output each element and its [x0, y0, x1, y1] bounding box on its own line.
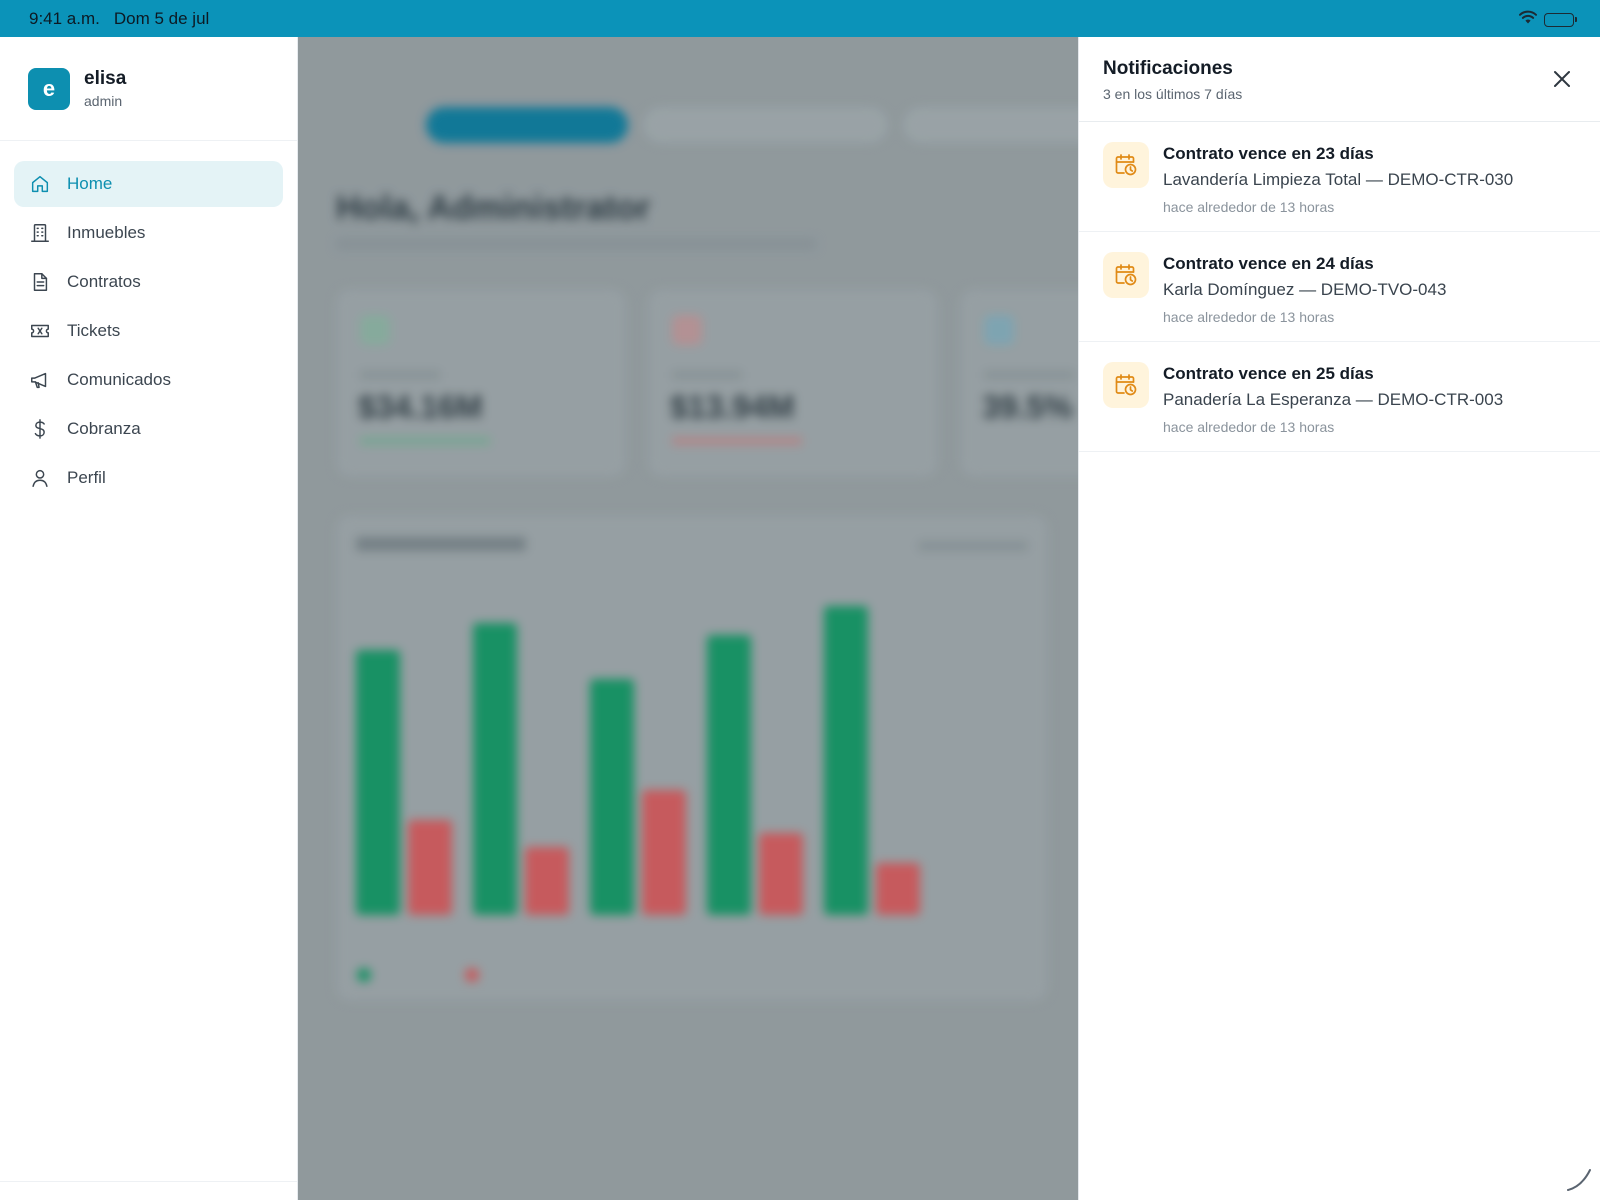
filter-chip: [643, 107, 888, 143]
kpi-value: 39.5%: [982, 389, 1073, 425]
sidebar-item-home[interactable]: Home: [14, 161, 283, 207]
sidebar-divider: [0, 1181, 297, 1182]
notification-time: hace alrededor de 13 horas: [1163, 309, 1335, 325]
home-icon: [28, 172, 52, 196]
bar-collected: [707, 635, 751, 915]
notification-item[interactable]: Contrato vence en 24 días Karla Domíngue…: [1079, 232, 1600, 342]
building-icon: [984, 315, 1014, 345]
sidebar-item-perfil[interactable]: Perfil: [14, 455, 283, 501]
dashboard-blurred-content: Hola, Administrator $34.16M $13.94M 39.5…: [298, 37, 1078, 1200]
bar-collected: [356, 650, 400, 915]
chart-title: [356, 537, 526, 551]
calendar-clock-icon: [1103, 142, 1149, 188]
legend-dot: [465, 968, 479, 982]
page-title: Hola, Administrator: [336, 189, 651, 227]
status-date: Dom 5 de jul: [113, 8, 210, 28]
notification-title: Contrato vence en 25 días: [1163, 364, 1374, 383]
alert-icon: [672, 315, 702, 345]
bar-collected: [590, 679, 634, 915]
close-button[interactable]: [1548, 65, 1576, 93]
avatar: e: [28, 67, 70, 110]
bar-collected: [473, 623, 517, 915]
notifications-header: Notificaciones 3 en los últimos 7 días: [1079, 37, 1600, 122]
kpi-label: [360, 371, 440, 379]
notification-title: Contrato vence en 23 días: [1163, 144, 1374, 163]
sidebar-item-label: Tickets: [67, 321, 121, 340]
notification-time: hace alrededor de 13 horas: [1163, 199, 1335, 215]
bar-collected: [824, 606, 868, 915]
sidebar-item-label: Contratos: [67, 272, 141, 291]
kpi-label: [984, 371, 1074, 379]
sidebar-item-comunicados[interactable]: Comunicados: [14, 357, 283, 403]
megaphone-icon: [28, 368, 52, 392]
notification-item[interactable]: Contrato vence en 25 días Panadería La E…: [1079, 342, 1600, 452]
notification-body: Panadería La Esperanza — DEMO-CTR-003: [1163, 390, 1504, 409]
chart-card: [336, 515, 1048, 1001]
close-icon: [1554, 71, 1570, 87]
chart-bars: [356, 606, 920, 982]
kpi-card: $34.16M: [336, 289, 626, 477]
bar-overdue: [876, 863, 920, 915]
notifications-panel: Notificaciones 3 en los últimos 7 días C…: [1078, 37, 1600, 1200]
bar-overdue: [408, 820, 452, 915]
user-profile[interactable]: e elisa admin: [0, 37, 297, 141]
calendar-clock-icon: [1103, 362, 1149, 408]
resize-handle-icon: [1567, 1169, 1591, 1191]
bar-overdue: [759, 833, 803, 915]
notification-body: Lavandería Limpieza Total — DEMO-CTR-030: [1163, 170, 1514, 189]
kpi-label: [672, 371, 742, 379]
notification-title: Contrato vence en 24 días: [1163, 254, 1374, 273]
status-icons: [1518, 9, 1577, 30]
ticket-icon: [28, 319, 52, 343]
kpi-sub: [672, 437, 802, 445]
sidebar-item-inmuebles[interactable]: Inmuebles: [14, 210, 283, 256]
sidebar-item-contratos[interactable]: Contratos: [14, 259, 283, 305]
kpi-card: $13.94M: [648, 289, 938, 477]
sidebar-item-label: Cobranza: [67, 419, 141, 438]
kpi-value: $13.94M: [670, 389, 795, 425]
sidebar-item-label: Comunicados: [67, 370, 171, 389]
status-time: 9:41 a.m.: [29, 8, 100, 28]
building-icon: [28, 221, 52, 245]
sidebar-item-tickets[interactable]: Tickets: [14, 308, 283, 354]
bar-overdue: [525, 847, 569, 915]
wifi-icon: [1518, 9, 1538, 30]
bar-overdue: [642, 790, 686, 915]
notifications-subtitle: 3 en los últimos 7 días: [1103, 86, 1243, 102]
calendar-clock-icon: [1103, 252, 1149, 298]
kpi-card: 39.5%: [960, 289, 1078, 477]
notification-item[interactable]: Contrato vence en 23 días Lavandería Lim…: [1079, 122, 1600, 232]
sidebar-nav: Home Inmuebles Contratos Tickets Comunic…: [0, 141, 297, 501]
sidebar-item-label: Perfil: [67, 468, 106, 487]
sidebar: e elisa admin Home Inmuebles Contratos T…: [0, 37, 298, 1200]
chart-range: [918, 541, 1028, 551]
kpi-value: $34.16M: [358, 389, 483, 425]
battery-charging-icon: [1544, 12, 1577, 27]
sidebar-item-label: Home: [67, 174, 113, 193]
page-subtitle: [336, 239, 816, 249]
filter-chip: [903, 107, 1078, 143]
dollar-icon: [28, 417, 52, 441]
dollar-icon: [360, 315, 390, 345]
user-name: elisa: [84, 68, 127, 89]
notifications-title: Notificaciones: [1103, 58, 1233, 79]
user-role: admin: [84, 93, 123, 109]
dashboard-background: Hola, Administrator $34.16M $13.94M 39.5…: [298, 37, 1078, 1200]
sidebar-item-cobranza[interactable]: Cobranza: [14, 406, 283, 452]
filter-chip-active: [426, 107, 628, 143]
status-bar: 9:41 a.m. Dom 5 de jul: [0, 0, 1600, 37]
notification-body: Karla Domínguez — DEMO-TVO-043: [1163, 280, 1447, 299]
document-icon: [28, 270, 52, 294]
kpi-sub: [360, 437, 490, 445]
sidebar-item-label: Inmuebles: [67, 223, 146, 242]
notification-time: hace alrededor de 13 horas: [1163, 419, 1335, 435]
legend-dot: [357, 968, 371, 982]
modal-scrim[interactable]: [298, 37, 1078, 1200]
user-icon: [28, 466, 52, 490]
